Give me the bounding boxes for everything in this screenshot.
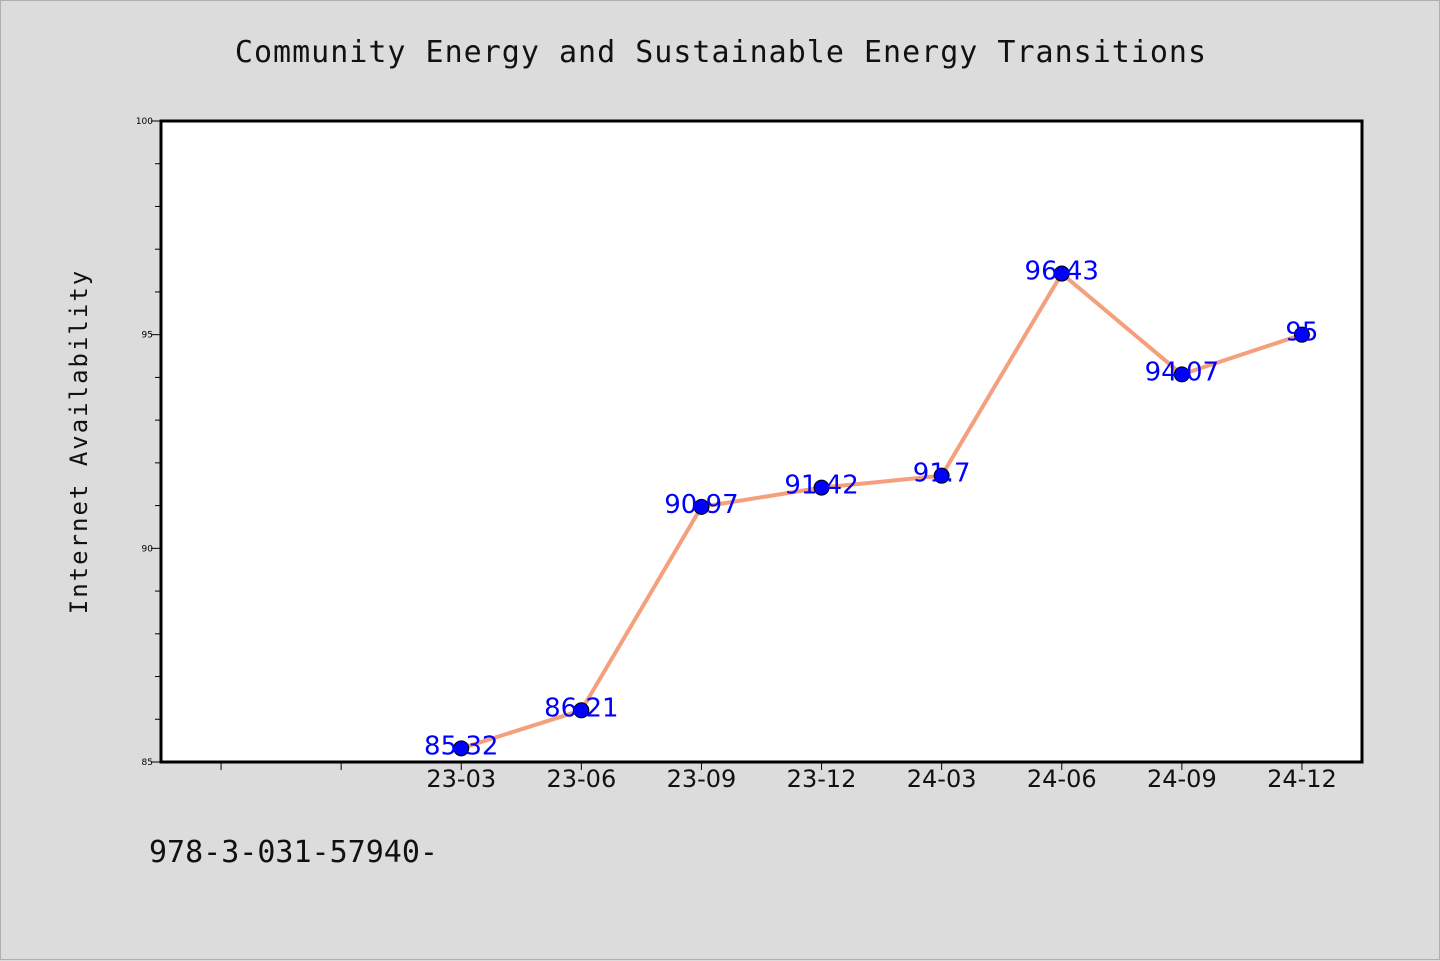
y-tick-label: 95 (142, 331, 153, 341)
data-label: 85.32 (424, 731, 498, 761)
footer-text: 978-3-031-57940- (149, 835, 438, 870)
data-point (813, 479, 830, 496)
data-point (1173, 366, 1190, 383)
data-label: 86.21 (544, 693, 618, 723)
series-line-group: 85.32 86.21 90.97 91.42 91.7 96.43 94.07 95 (424, 257, 1318, 762)
chart-title: Community Energy and Sustainable Energy … (234, 35, 1208, 70)
data-label: 94.07 (1145, 357, 1219, 387)
data-label: 91.7 (913, 459, 971, 489)
x-tick-label: 23-06 (546, 765, 616, 793)
data-label: 90.97 (664, 490, 738, 520)
x-tick-label: 23-12 (787, 765, 857, 793)
data-label: 91.42 (784, 471, 858, 501)
x-tick-label: 24-06 (1027, 765, 1097, 793)
data-point (933, 467, 950, 484)
data-point (453, 740, 470, 757)
x-tick-label: 23-03 (426, 765, 496, 793)
data-label: 95 (1285, 318, 1318, 348)
x-tick-label: 24-09 (1147, 765, 1217, 793)
y-tick-label: 100 (136, 117, 153, 127)
data-label: 96.43 (1025, 257, 1099, 287)
x-axis: 23-03 23-06 23-09 23-12 24-03 24-06 24-09 24-12 (220, 762, 1337, 793)
y-tick-label: 90 (142, 544, 154, 554)
plot-area (159, 119, 1364, 764)
x-tick-label: 24-03 (907, 765, 977, 793)
data-point (693, 498, 710, 515)
y-axis-label: Internet Availability (65, 269, 93, 614)
y-axis: 85 90 95 100 (136, 117, 161, 768)
series-line (460, 271, 1303, 751)
data-point (1053, 265, 1070, 282)
data-point (1293, 326, 1310, 343)
y-tick-label: 85 (142, 758, 153, 768)
data-point (573, 702, 590, 719)
x-tick-label: 23-09 (667, 765, 737, 793)
x-tick-label: 24-12 (1267, 765, 1337, 793)
